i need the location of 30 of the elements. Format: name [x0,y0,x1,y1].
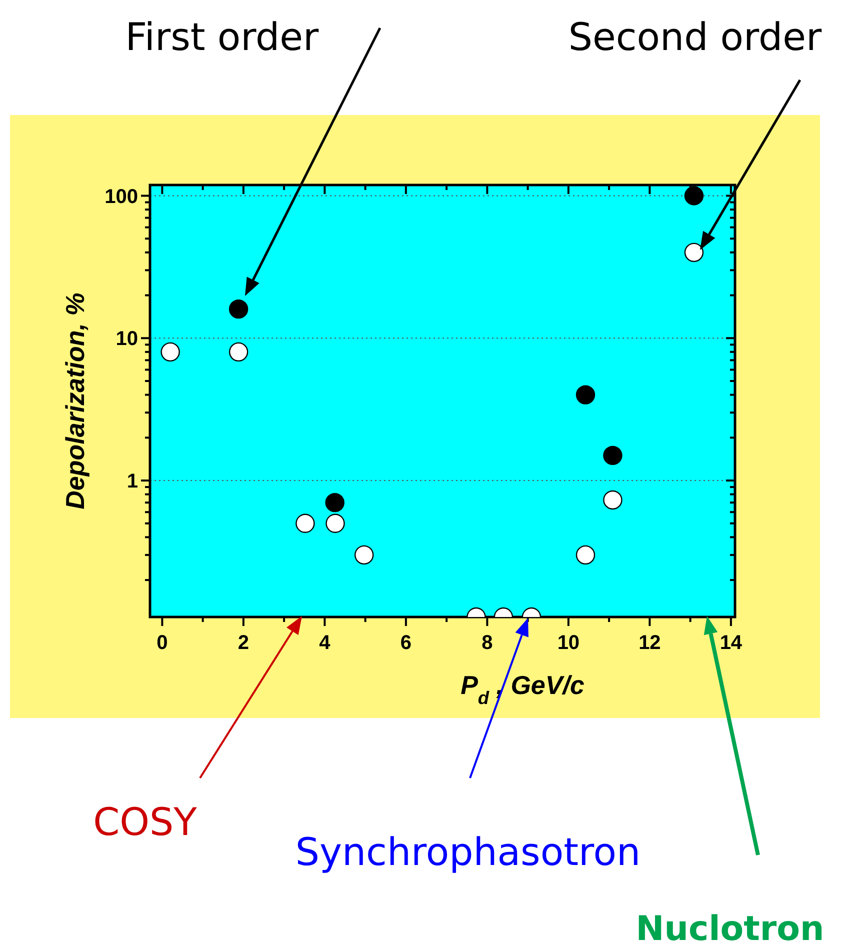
point [576,545,596,565]
x-tick-label: 4 [319,632,332,654]
text: COSY [93,800,198,844]
point [325,492,344,512]
point [228,299,248,319]
y-tick-label: 100 [104,186,138,208]
point [160,342,180,362]
text: First order [125,15,320,59]
point [603,490,622,510]
y-axis-title: Depolarization, % [60,292,90,510]
x-tick-label: 14 [720,632,743,654]
x-tick-label: 0 [156,632,168,654]
point [228,342,248,362]
point [603,446,622,466]
x-tick-label: 10 [557,632,580,654]
text: Nuclotron [636,909,824,947]
point [684,242,704,262]
x-tick-label: 6 [400,632,412,654]
x-tick-label: 2 [238,632,249,654]
point [296,514,315,533]
point [354,545,374,565]
text: Synchrophasotron [295,830,641,874]
x-tick-label: 12 [638,632,661,654]
text: Second order [568,15,822,59]
y-tick-label: 10 [116,328,138,350]
y-tick-label: 1 [126,470,138,493]
x-tick-label: 8 [482,632,493,654]
point [684,186,704,206]
point [326,514,345,533]
point [576,385,596,404]
